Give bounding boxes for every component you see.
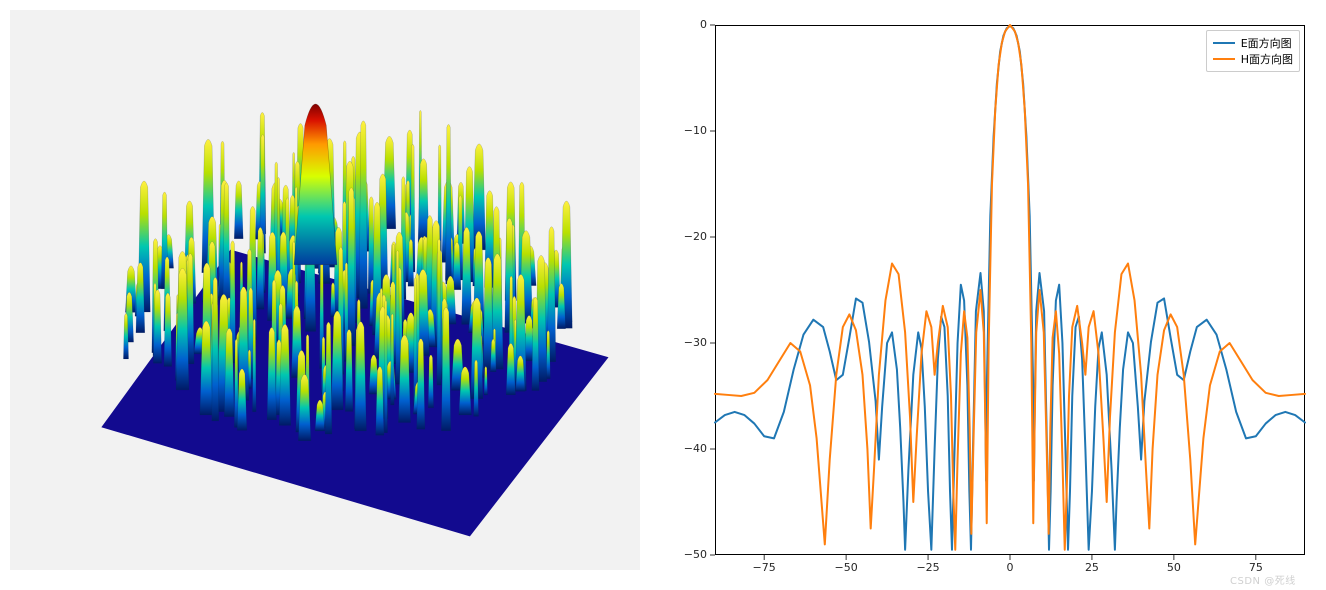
xtick-label: 25 (1078, 561, 1106, 574)
xtick-label: 50 (1160, 561, 1188, 574)
ytick-label: −30 (679, 336, 707, 349)
ytick-label: 0 (679, 18, 707, 31)
xtick-label: 0 (996, 561, 1024, 574)
ytick-label: −40 (679, 442, 707, 455)
lineplot-legend: E面方向图 H面方向图 (1206, 30, 1300, 72)
legend-swatch-e (1213, 42, 1235, 44)
ytick-label: −10 (679, 124, 707, 137)
xtick-label: −75 (750, 561, 778, 574)
legend-item-h: H面方向图 (1213, 51, 1293, 67)
legend-item-e: E面方向图 (1213, 35, 1293, 51)
radiation-lobe (384, 300, 387, 432)
lineplot-svg (655, 10, 1315, 570)
ytick-label: −20 (679, 230, 707, 243)
xtick-label: −50 (832, 561, 860, 574)
xtick-label: −25 (914, 561, 942, 574)
series-h-plane (715, 25, 1305, 550)
legend-swatch-h (1213, 58, 1235, 60)
legend-label-e: E面方向图 (1241, 35, 1292, 51)
series-e-plane (715, 26, 1305, 550)
lineplot-lines (715, 25, 1305, 550)
watermark-text: CSDN @死线 (1230, 572, 1296, 587)
surface3d-panel (10, 10, 640, 570)
lineplot-panel: −75−50−250255075 −50−40−30−20−100 E面方向图 … (655, 10, 1315, 570)
ytick-label: −50 (679, 548, 707, 561)
surface3d-svg (10, 10, 640, 570)
legend-label-h: H面方向图 (1241, 51, 1293, 67)
